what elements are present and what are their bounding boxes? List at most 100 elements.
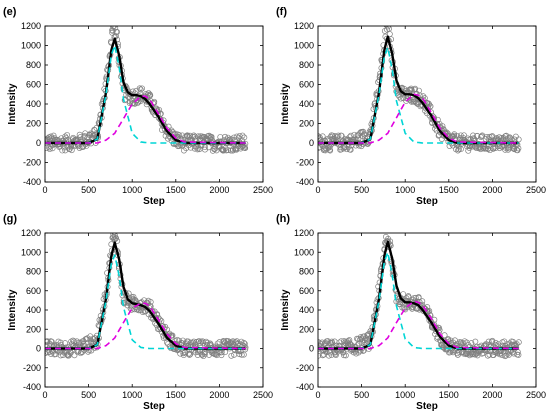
scatter-point <box>342 352 349 359</box>
y-tick-label: -400 <box>296 177 314 187</box>
x-tick-label: 1500 <box>439 185 459 195</box>
x-tick-label: 500 <box>81 390 96 400</box>
y-tick-label: 400 <box>299 305 314 315</box>
panel-label: (h) <box>276 213 290 225</box>
x-tick-label: 0 <box>42 185 47 195</box>
scatter-point <box>465 147 472 154</box>
scatter-point <box>347 341 354 348</box>
axes-frame <box>44 25 264 183</box>
scatter-point <box>477 134 484 141</box>
y-tick-label: 1000 <box>294 41 314 51</box>
x-tick-label: 1500 <box>166 185 186 195</box>
scatter-point <box>488 138 495 145</box>
x-tick-label: 500 <box>354 390 369 400</box>
x-tick-label: 0 <box>42 390 47 400</box>
scatter-point <box>356 340 363 347</box>
panel-label: (g) <box>3 213 17 225</box>
scatter-point <box>415 294 422 301</box>
scatter-point <box>515 136 522 143</box>
scatter-point <box>82 130 89 137</box>
x-tick-label: 2500 <box>526 390 546 400</box>
x-axis-title: Step <box>143 401 165 412</box>
axes-frame <box>317 25 537 183</box>
y-axis-title: Intensity <box>7 83 18 125</box>
scatter-point <box>485 338 492 345</box>
scatter-point <box>510 145 517 152</box>
scatter-point <box>481 143 488 150</box>
scatter-point <box>239 132 246 139</box>
scatter-point <box>156 316 163 323</box>
y-tick-label: -400 <box>296 382 314 392</box>
scatter-point <box>334 133 341 140</box>
y-tick-label: 200 <box>299 119 314 129</box>
fit-total-line <box>318 35 519 145</box>
scatter-series <box>45 233 249 360</box>
scatter-point <box>50 132 57 139</box>
scatter-point <box>112 26 119 31</box>
x-axis-title: Step <box>416 196 438 207</box>
y-tick-label: -200 <box>296 158 314 168</box>
x-tick-label: 0 <box>315 390 320 400</box>
scatter-point <box>63 135 70 141</box>
y-tick-label: 1000 <box>21 247 41 257</box>
scatter-point <box>169 332 176 339</box>
x-tick-label: 2000 <box>209 390 229 400</box>
scatter-point <box>217 134 224 140</box>
scatter-point <box>114 238 121 244</box>
x-tick-label: 1000 <box>395 390 415 400</box>
scatter-point <box>322 145 329 151</box>
scatter-point <box>111 26 117 29</box>
scatter-point <box>147 299 154 305</box>
axes-frame <box>317 232 537 388</box>
scatter-point <box>511 146 518 153</box>
scatter-point <box>326 144 333 151</box>
scatter-point <box>147 92 154 99</box>
y-tick-label: 600 <box>26 286 41 296</box>
scatter-point <box>240 351 247 358</box>
scatter-point <box>164 339 170 346</box>
scatter-point <box>62 340 69 347</box>
x-axis-title: Step <box>143 196 165 207</box>
scatter-point <box>513 340 520 347</box>
scatter-point <box>241 134 248 141</box>
scatter-point <box>241 340 248 347</box>
y-tick-label: -200 <box>296 363 314 373</box>
scatter-point <box>435 132 442 139</box>
scatter-point <box>200 340 207 347</box>
scatter-point <box>363 336 370 343</box>
scatter-point <box>451 131 458 138</box>
scatter-point <box>139 85 146 92</box>
fit-total-line <box>45 241 246 350</box>
scatter-point <box>419 298 426 305</box>
scatter-point <box>424 307 431 314</box>
scatter-point <box>130 293 137 300</box>
scatter-point <box>327 340 334 346</box>
scatter-point <box>338 132 345 139</box>
scatter-point <box>410 304 417 311</box>
scatter-point <box>201 144 208 151</box>
scatter-point <box>233 338 240 345</box>
scatter-point <box>479 132 486 139</box>
x-axis-title: Step <box>416 401 438 412</box>
scatter-point <box>233 146 240 153</box>
scatter-point <box>318 138 325 145</box>
scatter-point <box>454 351 461 358</box>
scatter-series <box>318 26 522 154</box>
scatter-point <box>329 132 336 139</box>
scatter-point <box>225 338 232 344</box>
scatter-point <box>332 349 339 356</box>
scatter-point <box>200 353 207 360</box>
x-tick-label: 0 <box>315 185 320 195</box>
scatter-point <box>439 123 446 130</box>
scatter-point <box>512 133 519 140</box>
scatter-point <box>489 337 496 344</box>
scatter-point <box>207 341 214 348</box>
y-tick-label: 0 <box>309 138 314 148</box>
y-tick-label: 800 <box>26 267 41 277</box>
y-tick-label: 400 <box>299 99 314 109</box>
plot-area <box>318 233 522 360</box>
scatter-point <box>238 351 245 358</box>
scatter-point <box>461 132 467 139</box>
scatter-point <box>216 339 223 346</box>
scatter-point <box>57 339 64 346</box>
